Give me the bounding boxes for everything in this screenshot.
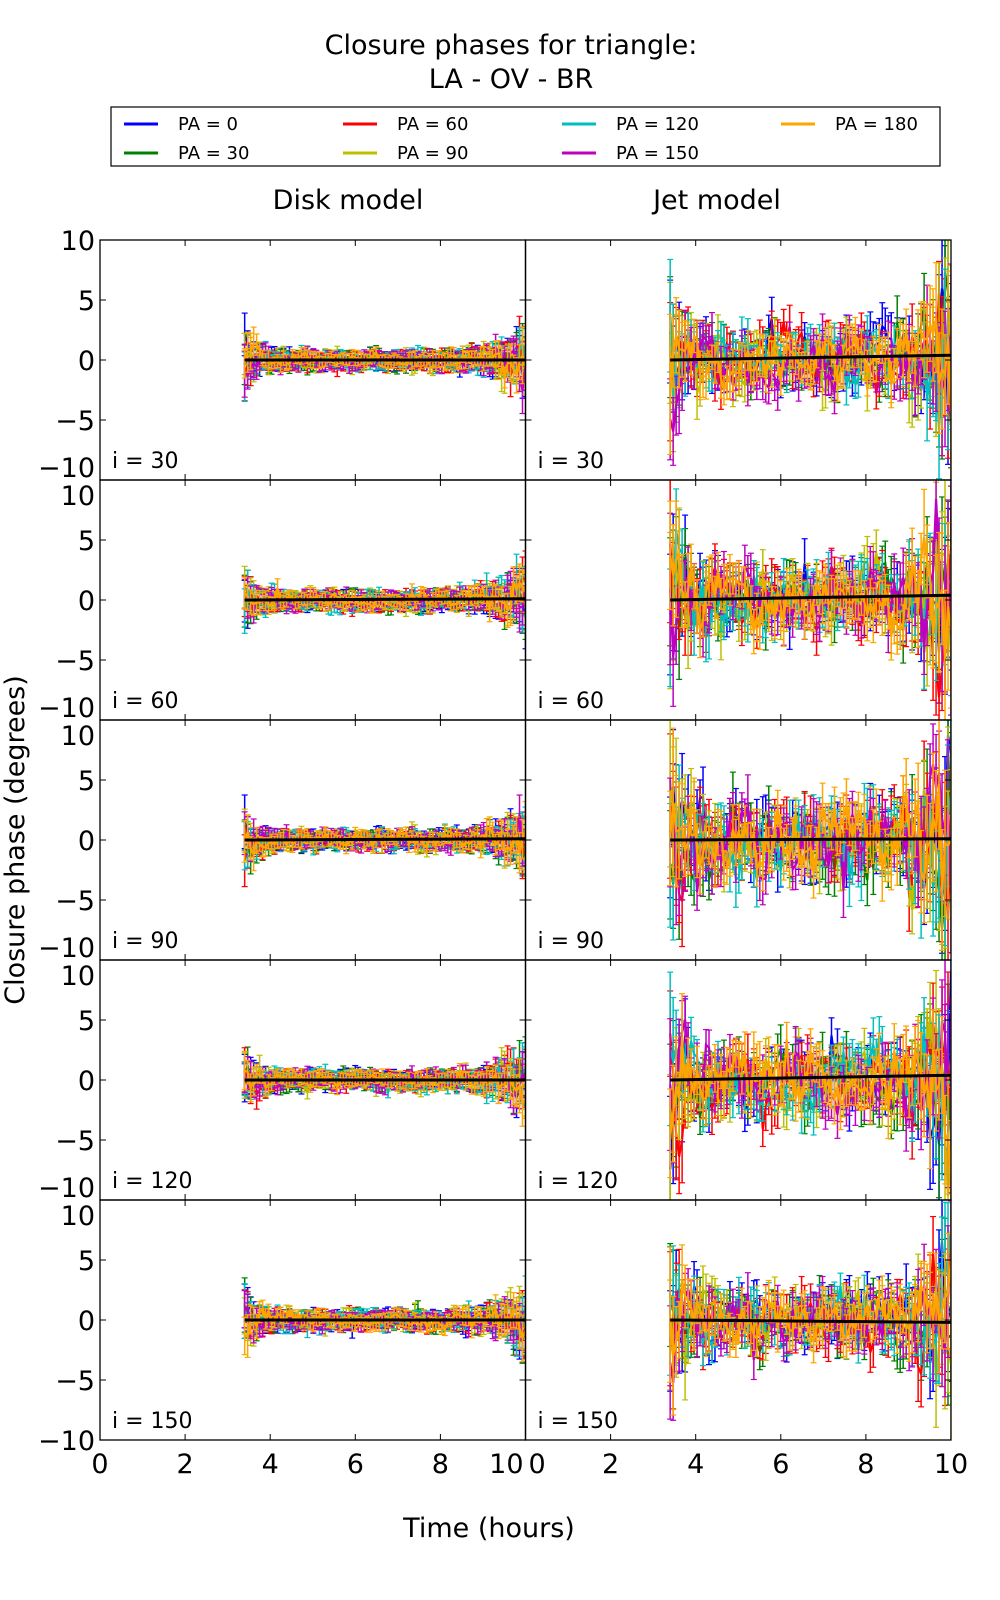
legend-entry: PA = 90: [343, 143, 468, 164]
panel-data: [241, 550, 526, 650]
legend-entry: PA = 180: [781, 114, 918, 135]
series-line: [669, 325, 951, 432]
panel-inclination-label: i = 30: [112, 449, 179, 474]
y-tick-label: −5: [55, 406, 95, 437]
legend-entry: PA = 60: [343, 114, 468, 135]
legend-label: PA = 120: [616, 114, 699, 135]
legend-label: PA = 180: [835, 114, 918, 135]
mean-line: [670, 353, 951, 362]
chart-title-line2: LA - OV - BR: [429, 64, 593, 95]
legend-label: PA = 150: [616, 143, 699, 164]
y-tick-label: 10: [61, 226, 95, 257]
x-axis-label: Time (hours): [402, 1513, 575, 1544]
column-title-disk: Disk model: [273, 185, 424, 216]
legend-label: PA = 30: [178, 143, 249, 164]
chart-title-line1: Closure phases for triangle:: [325, 30, 698, 61]
series-pa180: [667, 262, 951, 480]
panel-data: [667, 240, 951, 480]
column-title-jet: Jet model: [651, 185, 781, 216]
panel-jet-i30: i = 30: [524, 239, 952, 481]
y-tick-label: 0: [78, 346, 95, 377]
legend-label: PA = 0: [178, 114, 238, 135]
panel-data: [241, 312, 526, 415]
y-tick-label: 5: [78, 286, 95, 317]
legend: PA = 0 PA = 30 PA = 60 PA = 90 PA = 120 PA = …: [110, 106, 941, 167]
legend-entry: PA = 30: [124, 143, 249, 164]
legend-label: PA = 90: [397, 143, 468, 164]
legend-label: PA = 60: [397, 114, 468, 135]
legend-entry: PA = 120: [562, 114, 699, 135]
legend-box: [110, 106, 941, 167]
panel-inclination-label: i = 30: [538, 449, 605, 474]
legend-entry: PA = 150: [562, 143, 699, 164]
panel-disk-i30: i = 30 10 5 0 −5 −10: [38, 226, 527, 484]
y-axis-label: Closure phase (degrees): [0, 675, 31, 1005]
y-tick-label: −10: [38, 453, 95, 484]
legend-entry: PA = 0: [124, 114, 238, 135]
